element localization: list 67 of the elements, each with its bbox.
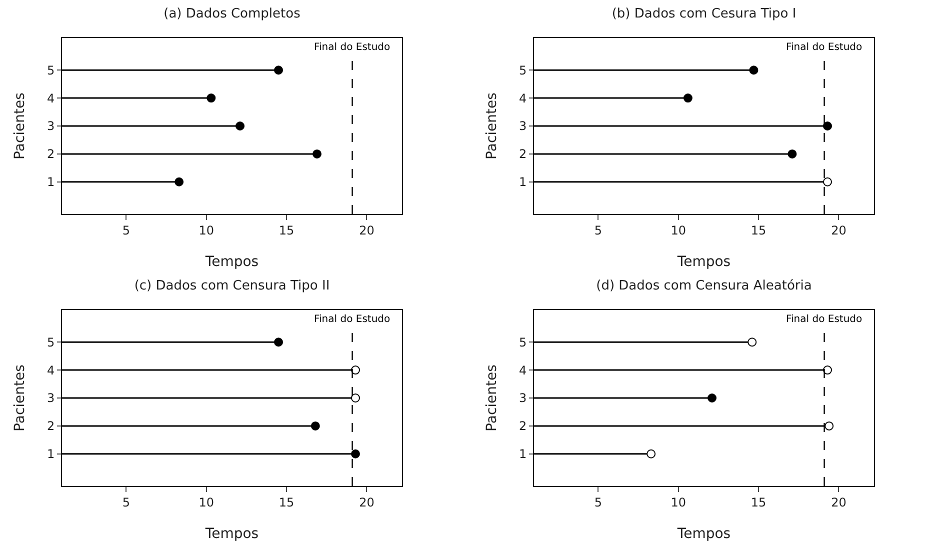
x-tick-label: 15 xyxy=(278,495,294,510)
y-tick-label: 3 xyxy=(518,119,527,134)
point xyxy=(748,338,757,347)
point xyxy=(708,394,717,402)
point xyxy=(683,94,692,103)
y-tick-label: 5 xyxy=(46,63,55,78)
y-axis-title: Pacientes xyxy=(12,92,28,160)
point xyxy=(236,122,245,130)
point xyxy=(788,149,797,158)
y-tick-label: 2 xyxy=(46,147,55,162)
x-tick-label: 5 xyxy=(594,495,602,510)
x-axis-title: Tempos xyxy=(676,254,731,270)
ref-line-label: Final do Estudo xyxy=(314,42,390,53)
point xyxy=(824,421,834,430)
x-tick-label: 10 xyxy=(198,495,214,510)
x-axis-title: Tempos xyxy=(676,526,731,542)
x-axis-title: Tempos xyxy=(204,254,259,270)
x-tick-label: 20 xyxy=(359,223,374,238)
y-tick-label: 1 xyxy=(518,447,527,462)
chart-title: (c) Dados com Censura Tipo II xyxy=(134,278,330,294)
x-tick-label: 10 xyxy=(198,223,214,238)
x-tick-label: 10 xyxy=(670,495,686,510)
ref-line-label: Final do Estudo xyxy=(314,314,390,325)
x-tick-label: 20 xyxy=(831,495,846,510)
y-tick-label: 5 xyxy=(518,335,527,350)
x-tick-label: 5 xyxy=(122,495,130,510)
y-tick-label: 5 xyxy=(46,335,55,350)
point xyxy=(822,122,832,130)
chart-title: (a) Dados Completos xyxy=(164,6,301,22)
y-tick-label: 4 xyxy=(46,363,55,378)
x-tick-label: 10 xyxy=(670,223,686,238)
x-tick-label: 5 xyxy=(122,223,130,238)
y-tick-label: 4 xyxy=(518,91,527,106)
x-tick-label: 20 xyxy=(359,495,374,510)
point xyxy=(174,177,184,186)
y-tick-label: 1 xyxy=(518,175,527,190)
y-tick-label: 2 xyxy=(518,147,527,162)
y-tick-label: 5 xyxy=(518,63,527,78)
point xyxy=(822,366,832,375)
x-tick-label: 15 xyxy=(750,495,766,510)
y-tick-label: 1 xyxy=(46,447,55,462)
y-axis-title: Pacientes xyxy=(12,364,28,432)
chart-title: (b) Dados com Cesura Tipo I xyxy=(612,6,796,22)
y-axis-title: Pacientes xyxy=(484,92,500,160)
y-axis-title: Pacientes xyxy=(484,364,500,432)
y-tick-label: 3 xyxy=(46,119,55,134)
y-tick-label: 2 xyxy=(518,419,527,434)
point xyxy=(749,66,758,75)
y-tick-label: 2 xyxy=(46,419,55,434)
point xyxy=(312,149,322,158)
chart-title: (d) Dados com Censura Aleatória xyxy=(596,278,812,294)
y-tick-label: 3 xyxy=(518,391,527,406)
y-tick-label: 1 xyxy=(46,175,55,190)
ref-line-label: Final do Estudo xyxy=(786,42,862,53)
point xyxy=(646,449,656,458)
x-tick-label: 5 xyxy=(594,223,602,238)
y-tick-label: 4 xyxy=(518,363,527,378)
x-tick-label: 20 xyxy=(831,223,846,238)
point xyxy=(822,177,832,186)
x-tick-label: 15 xyxy=(750,223,766,238)
x-tick-label: 15 xyxy=(278,223,294,238)
ref-line-label: Final do Estudo xyxy=(786,314,862,325)
x-axis-title: Tempos xyxy=(204,526,259,542)
point xyxy=(206,94,216,103)
point xyxy=(274,66,284,75)
y-tick-label: 4 xyxy=(46,91,55,106)
y-tick-label: 3 xyxy=(46,391,55,406)
